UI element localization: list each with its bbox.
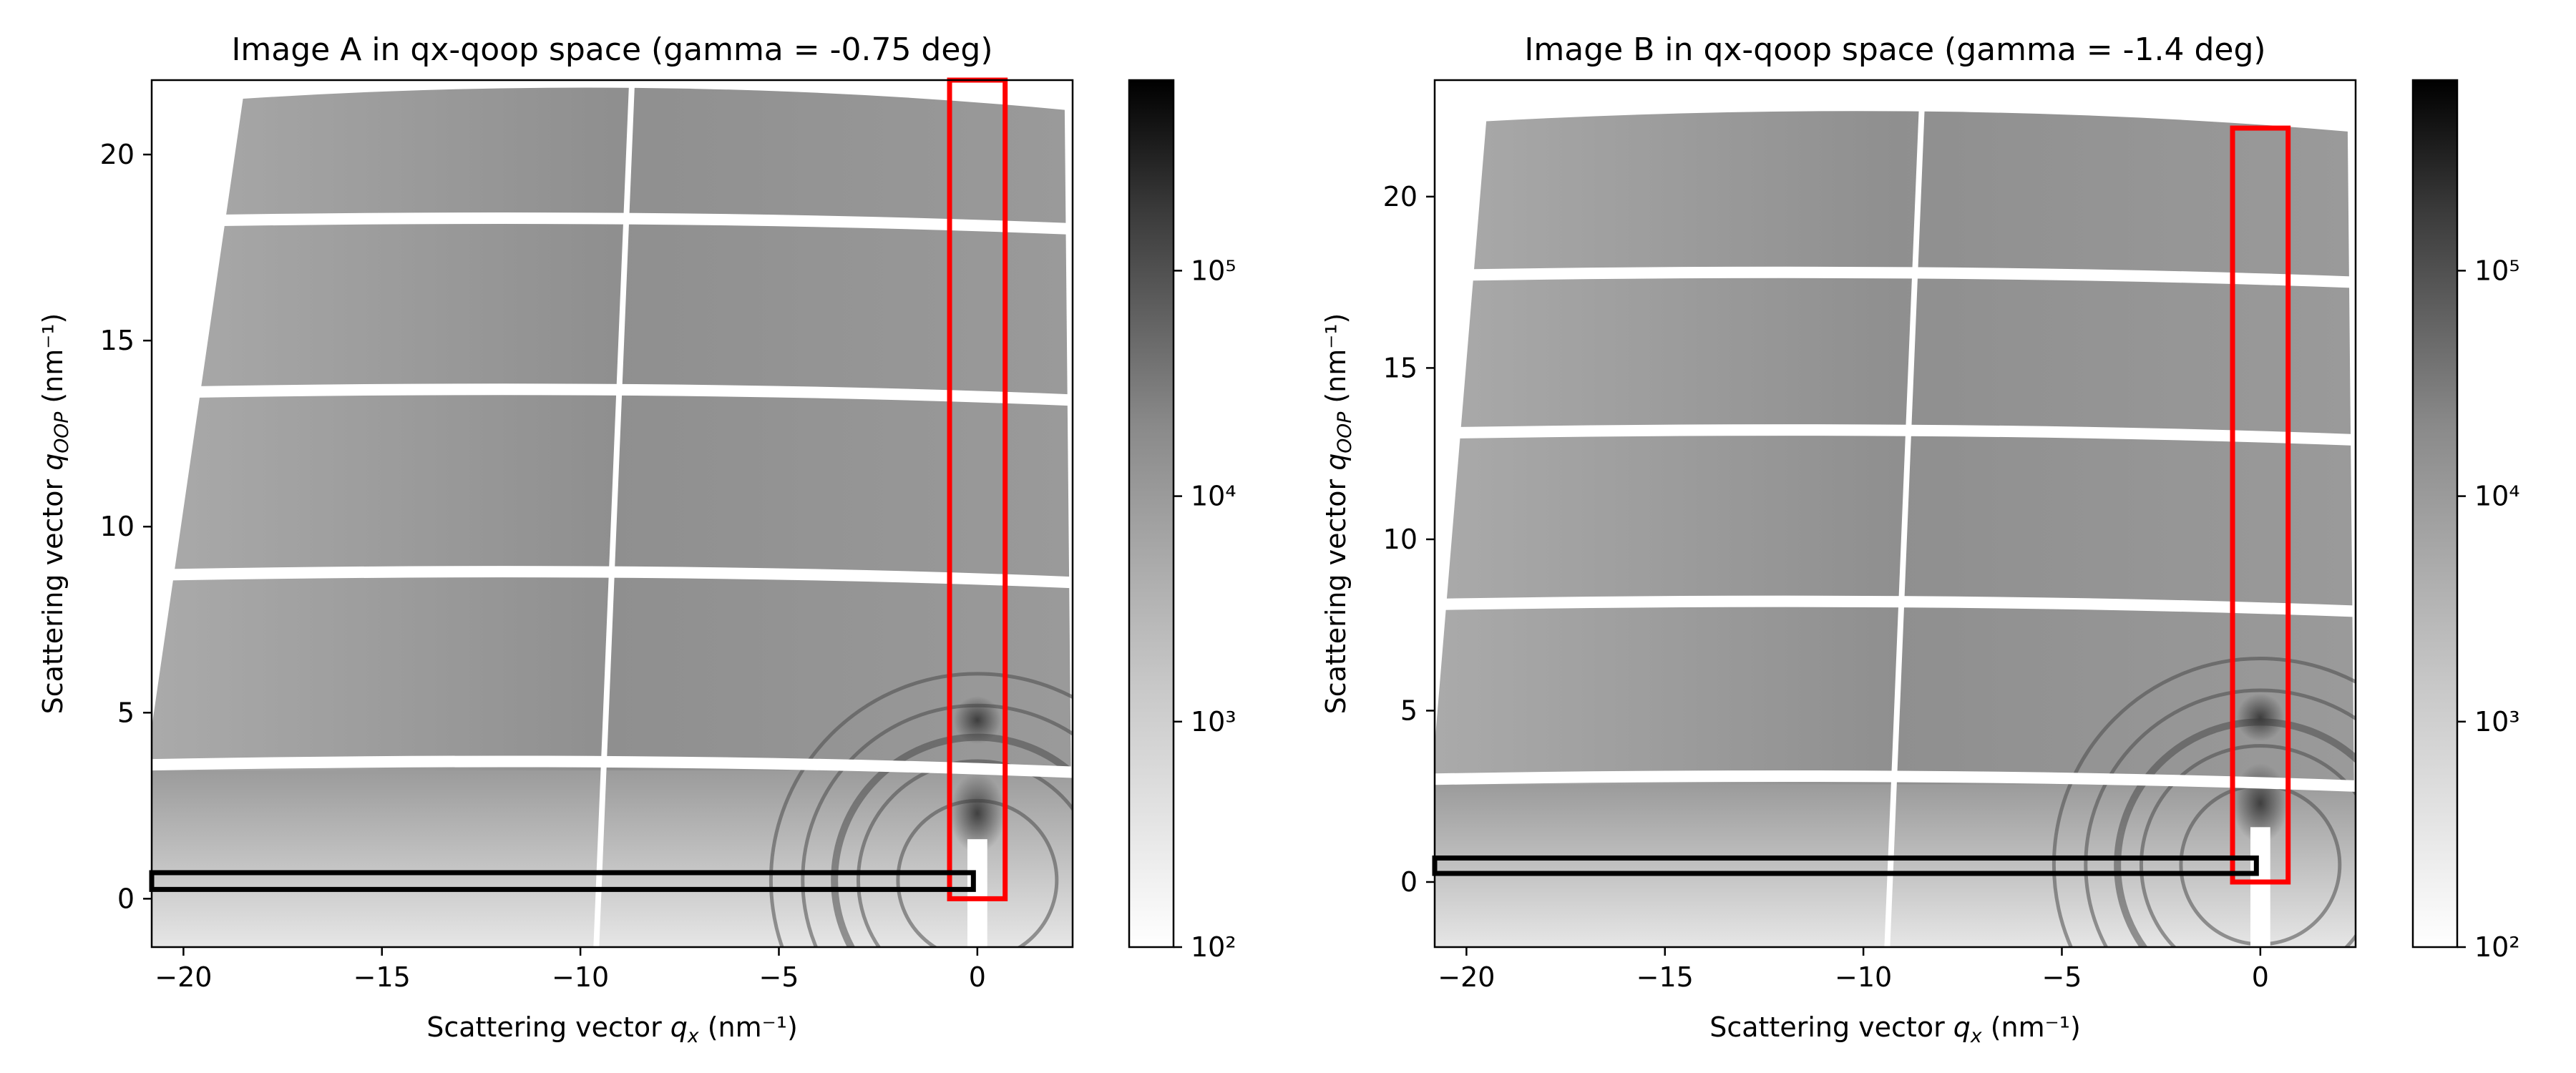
colorbar-tick-label: 10⁴ — [1191, 481, 1236, 512]
y-tick-label: 10 — [100, 511, 135, 542]
chart-title: Image A in qx-qoop space (gamma = -0.75 … — [231, 31, 992, 68]
diffraction-ring — [2139, 744, 2356, 947]
detector-gap-vertical — [593, 80, 635, 947]
colorbar-tick-label: 10³ — [2474, 706, 2520, 738]
red-integration-box — [2230, 125, 2291, 885]
detector-gap-vertical — [1884, 80, 1926, 947]
x-tick-label: −5 — [758, 961, 799, 993]
bragg-peak — [2236, 693, 2285, 742]
axes-frame — [150, 79, 1074, 949]
x-axis-label: Scattering vector qx (nm⁻¹) — [1709, 1011, 2081, 1047]
x-tick-label: −20 — [155, 961, 212, 993]
y-tick-label: 0 — [1400, 866, 1418, 898]
chart-image-a: −20 −15 −10 −5 0 0 5 10 15 20 Image A in qx-qoop s… — [37, 31, 1236, 1047]
colorbar-tick-label: 10² — [2474, 931, 2520, 963]
diffraction-ring — [2051, 657, 2356, 947]
detector-area — [1435, 111, 2356, 947]
x-tick-label: 0 — [969, 961, 986, 993]
x-tick-label: −5 — [2041, 961, 2082, 993]
y-tick-label: 5 — [117, 697, 135, 728]
y-tick-label: 15 — [1383, 352, 1418, 383]
colorbar-tick-label: 10⁴ — [2474, 481, 2520, 512]
y-tick-label: 15 — [100, 325, 135, 356]
x-tick-label: 0 — [2252, 961, 2269, 993]
y-tick-label: 20 — [100, 139, 135, 170]
x-tick-label: −15 — [353, 961, 411, 993]
y-axis-label: Scattering vector qOOP (nm⁻¹) — [37, 313, 73, 715]
y-axis-label: Scattering vector qOOP (nm⁻¹) — [1320, 313, 1356, 715]
axes-frame — [1433, 79, 2357, 949]
diffraction-ring — [769, 672, 1073, 947]
beamstop — [967, 839, 987, 947]
heatmap-image — [1435, 80, 2356, 947]
x-tick-label: −10 — [1835, 961, 1892, 993]
colorbar — [2411, 79, 2459, 949]
x-tick-label: −10 — [552, 961, 609, 993]
chart-title: Image B in qx-qoop space (gamma = -1.4 d… — [1524, 31, 2265, 68]
colorbar — [1128, 79, 1175, 949]
bragg-peak — [950, 773, 1005, 853]
diffraction-ring — [2084, 688, 2356, 947]
colorbar-tick-label: 10³ — [1191, 706, 1236, 738]
x-axis-label: Scattering vector qx (nm⁻¹) — [426, 1011, 798, 1047]
x-tick-label: −20 — [1438, 961, 1495, 993]
chart-image-b: −20 −15 −10 −5 0 0 5 10 15 20 Image B in qx-qoop s… — [1320, 31, 2520, 1047]
y-tick-label: 0 — [117, 883, 135, 914]
colorbar-tick-label: 10² — [1191, 931, 1236, 963]
colorbar-tick-label: 10⁵ — [1191, 255, 1236, 286]
heatmap-image — [152, 80, 1073, 947]
beamstop — [2250, 827, 2270, 947]
y-tick-label: 10 — [1383, 524, 1418, 555]
colorbar-tick-label: 10⁵ — [2474, 255, 2520, 286]
bragg-peak — [953, 696, 1002, 744]
detector-floor — [152, 770, 1073, 947]
diffraction-ring — [856, 759, 1073, 947]
y-tick-label: 5 — [1400, 695, 1418, 726]
y-tick-label: 20 — [1383, 181, 1418, 212]
x-tick-label: −15 — [1636, 961, 1694, 993]
